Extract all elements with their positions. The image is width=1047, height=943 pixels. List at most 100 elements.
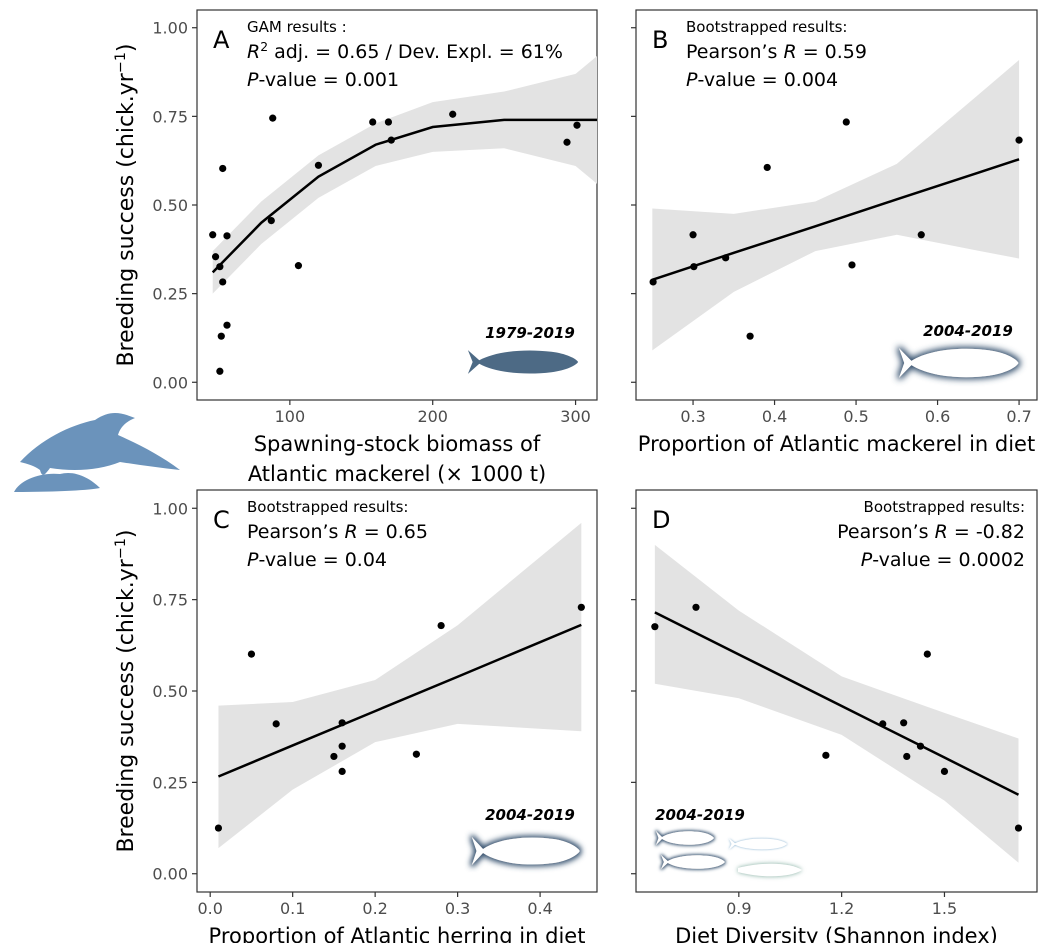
data-point: [267, 217, 275, 225]
y-tick-label: 1.00: [152, 19, 188, 38]
x-axis-label: Spawning-stock biomass of: [254, 432, 541, 456]
text-part: Breeding success (chick.yr: [114, 558, 139, 852]
text-part: Bootstrapped results:: [686, 18, 847, 36]
stats-annotation: GAM results :: [247, 18, 347, 36]
text-part: R: [247, 41, 260, 63]
data-point: [651, 623, 659, 631]
text-part: P: [861, 549, 873, 571]
text-part: R: [344, 521, 357, 543]
data-point: [219, 278, 227, 286]
data-point: [923, 650, 931, 658]
stats-annotation: Pearson’s R = 0.59: [686, 41, 867, 63]
panel-label: A: [213, 26, 230, 54]
period-label: 2004-2019: [655, 806, 745, 824]
y-axis-label: Breeding success (chick.yr−1): [113, 43, 139, 366]
data-point: [209, 231, 217, 239]
data-point: [437, 621, 445, 630]
panel-label: B: [652, 26, 668, 54]
confidence-band: [652, 59, 1020, 351]
text-part: R: [783, 41, 796, 63]
data-point: [216, 367, 224, 375]
data-point: [387, 136, 395, 144]
y-tick-label: 0.00: [152, 865, 188, 884]
fish-icon: [738, 863, 802, 877]
period-label: 1979-2019: [485, 324, 575, 342]
panel-label: D: [652, 506, 670, 534]
x-tick-label: 0.5: [843, 407, 868, 426]
x-tick-label: 0.9: [726, 899, 751, 918]
data-point: [338, 719, 346, 727]
stats-annotation: P-value = 0.001: [247, 69, 399, 91]
x-tick-label: 0.0: [197, 899, 222, 918]
x-axis-label: Atlantic mackerel (× 1000 t): [248, 462, 546, 486]
text-part: -value = 0.004: [697, 69, 838, 91]
data-point: [900, 719, 908, 727]
data-point: [272, 720, 280, 728]
period-label: 2004-2019: [923, 322, 1013, 340]
data-point: [330, 752, 338, 761]
data-point: [369, 118, 377, 126]
data-point: [412, 750, 420, 758]
data-point: [563, 138, 571, 146]
data-point: [384, 118, 393, 126]
x-axis-label: Diet Diversity (Shannon index): [675, 924, 998, 943]
data-point: [879, 720, 887, 728]
stats-annotation: Bootstrapped results:: [686, 18, 847, 36]
text-part: P: [686, 69, 698, 91]
x-tick-label: 0.3: [680, 407, 705, 426]
text-part: Bootstrapped results:: [864, 498, 1025, 516]
y-tick-label: 0.75: [152, 591, 188, 610]
x-axis-label: Proportion of Atlantic herring in diet: [209, 924, 586, 943]
x-axis-label: Proportion of Atlantic mackerel in diet: [638, 432, 1035, 456]
fit-line: [654, 611, 1020, 796]
text-part: P: [247, 69, 259, 91]
data-point: [449, 110, 457, 118]
confidence-band: [218, 522, 582, 849]
stats-annotation: Bootstrapped results:: [247, 498, 408, 516]
x-tick-label: 0.7: [1006, 407, 1031, 426]
y-tick-label: 1.00: [152, 499, 188, 518]
stats-annotation: P-value = 0.04: [247, 549, 387, 571]
data-point: [746, 332, 754, 340]
text-part: ): [114, 43, 139, 52]
y-axis-label: Breeding success (chick.yr−1): [113, 529, 139, 852]
period-label: 2004-2019: [485, 806, 575, 824]
text-part: P: [247, 549, 259, 571]
x-tick-label: 0.1: [280, 899, 305, 918]
panel: 0.00 0.25 0.50 0.75 1.00 0.0 0.1 0.2 0.3 0.4 C Boot…: [113, 489, 598, 943]
x-tick-label: 0.4: [527, 899, 552, 918]
text-part: -value = 0.0002: [872, 549, 1025, 571]
text-part: -value = 0.001: [258, 69, 399, 91]
data-point: [211, 253, 220, 261]
x-tick-label: 1.2: [829, 899, 854, 918]
stats-annotation: Pearson’s R = 0.65: [247, 521, 428, 543]
text-part: ): [114, 529, 139, 538]
data-point: [247, 650, 256, 658]
text-part: 2: [260, 40, 268, 54]
data-point: [1015, 136, 1023, 144]
text-part: −1: [113, 538, 129, 559]
stats-annotation: Pearson’s R = -0.82: [837, 521, 1025, 543]
y-tick-label: 0.25: [152, 773, 188, 792]
data-point: [822, 751, 830, 759]
data-point: [649, 278, 657, 286]
text-part: R: [935, 521, 948, 543]
panel: 0.3 0.4 0.5 0.6 0.7 B Bootstrapped results: Pea…: [631, 9, 1038, 456]
data-point: [214, 824, 223, 832]
text-part: Pearson’s: [837, 521, 934, 543]
data-point: [903, 752, 911, 761]
data-point: [219, 164, 227, 173]
text-part: GAM results :: [247, 18, 347, 36]
x-tick-label: 1.5: [932, 899, 957, 918]
data-point: [842, 118, 850, 126]
data-point: [269, 114, 277, 122]
data-point: [223, 232, 231, 240]
fit-line: [217, 623, 582, 778]
data-point: [294, 262, 303, 270]
seabird-icon: [14, 413, 180, 492]
data-point: [338, 767, 346, 776]
data-point: [690, 263, 698, 271]
text-part: −1: [113, 52, 129, 73]
text-part: Pearson’s: [686, 41, 783, 63]
y-tick-label: 0.00: [152, 373, 188, 392]
